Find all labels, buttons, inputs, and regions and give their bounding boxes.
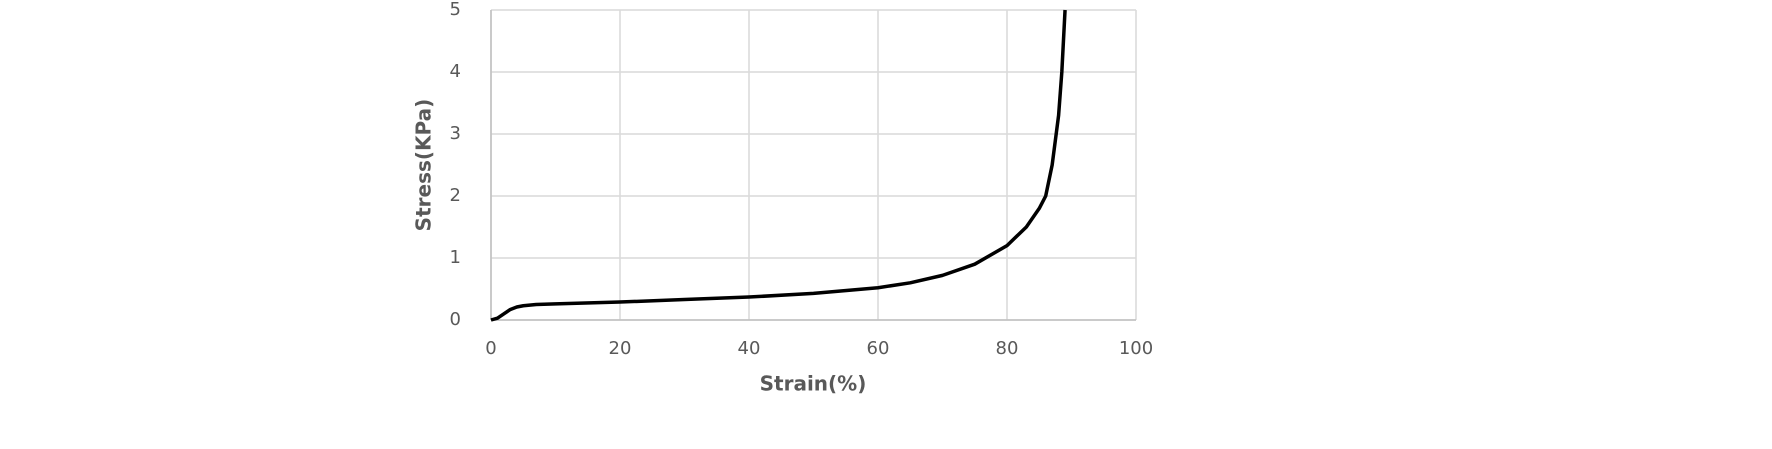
y-tick-label: 0: [450, 309, 461, 330]
x-tick-label: 60: [867, 338, 890, 359]
x-tick-label: 20: [609, 338, 632, 359]
x-tick-label: 80: [996, 338, 1019, 359]
y-tick-label: 4: [450, 61, 461, 82]
y-tick-label: 3: [450, 123, 461, 144]
line-series: [490, 9, 1067, 322]
y-axis-title: Stress(KPa): [412, 99, 436, 232]
x-tick-label: 100: [1119, 338, 1153, 359]
y-tick-label: 1: [450, 247, 461, 268]
x-tick-label: 0: [485, 338, 496, 359]
y-tick-label: 5: [450, 0, 461, 20]
x-tick-label: 40: [738, 338, 761, 359]
y-tick-label: 2: [450, 185, 461, 206]
x-axis-title: Strain(%): [760, 372, 867, 396]
